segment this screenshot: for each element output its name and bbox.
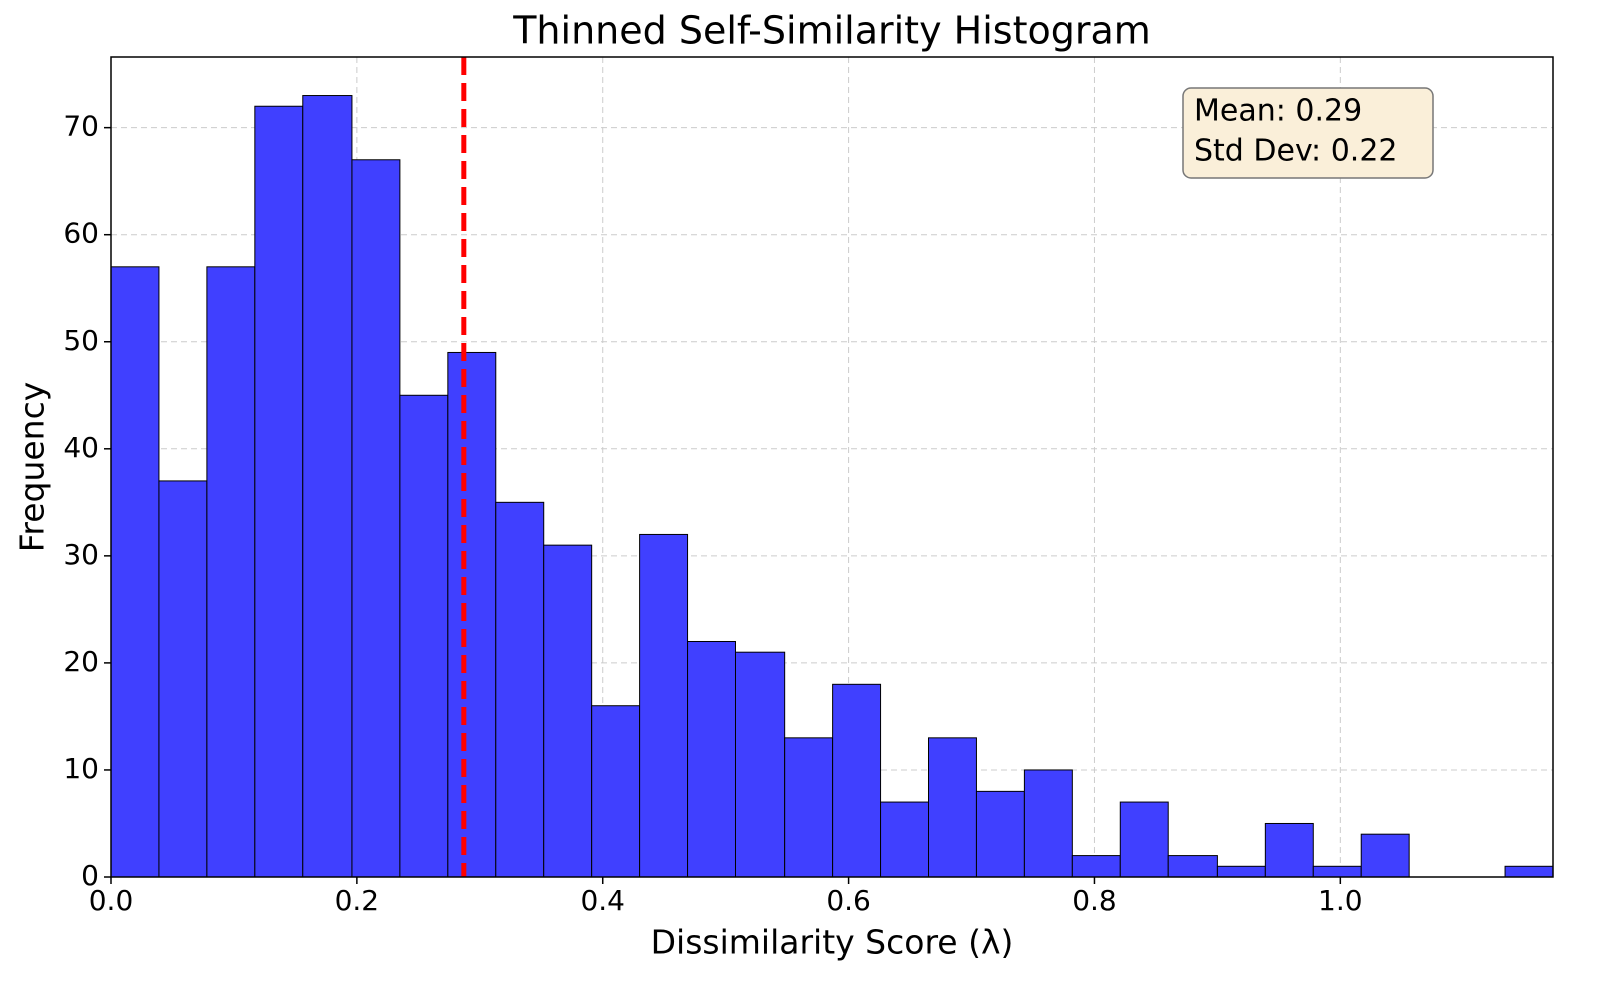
bar <box>1216 865 1266 878</box>
y-tick-label: 30 <box>63 538 99 571</box>
bar <box>206 266 256 878</box>
y-tick-label: 10 <box>63 752 99 785</box>
y-axis-label: Frequency <box>13 382 52 552</box>
bar <box>928 737 977 878</box>
y-tick-label: 70 <box>63 110 99 143</box>
chart-title: Thinned Self-Similarity Histogram <box>512 9 1151 53</box>
y-tick-label: 40 <box>63 431 99 464</box>
y-tick-label: 60 <box>63 217 99 250</box>
bar <box>975 790 1025 878</box>
bar <box>351 159 401 878</box>
bar <box>1071 855 1121 878</box>
bar <box>1119 801 1169 878</box>
bar <box>110 266 160 878</box>
bar <box>832 683 882 878</box>
x-tick-label: 0.0 <box>89 884 134 917</box>
x-tick-label: 1.0 <box>1318 884 1363 917</box>
bar <box>591 705 641 878</box>
bar <box>639 533 689 878</box>
bar <box>1167 855 1218 878</box>
bar <box>1504 865 1554 878</box>
y-tick-label: 20 <box>63 645 99 678</box>
bar <box>880 801 930 878</box>
bar <box>158 480 208 878</box>
y-tick-label: 0 <box>81 859 99 892</box>
x-tick-label: 0.8 <box>1072 884 1117 917</box>
x-tick-label: 0.2 <box>335 884 380 917</box>
x-axis-label: Dissimilarity Score (λ) <box>651 923 1014 962</box>
bar <box>784 737 834 878</box>
bar <box>1023 769 1073 878</box>
annotation-text: Mean: 0.29 <box>1194 94 1362 129</box>
annotation-box <box>1182 87 1434 179</box>
bar <box>447 351 497 878</box>
bar <box>254 105 304 878</box>
x-tick-label: 0.6 <box>826 884 871 917</box>
x-tick-label: 0.4 <box>580 884 625 917</box>
bar <box>302 95 353 878</box>
bar <box>1312 865 1362 878</box>
bar <box>1360 833 1410 878</box>
bar <box>543 544 593 878</box>
plot-frame <box>110 56 1554 878</box>
annotation-text: Std Dev: 0.22 <box>1194 134 1398 169</box>
bar <box>687 640 736 878</box>
bar <box>1264 822 1314 878</box>
bar <box>495 501 545 878</box>
bar <box>399 394 449 878</box>
bar <box>734 651 786 878</box>
y-tick-label: 50 <box>63 324 99 357</box>
